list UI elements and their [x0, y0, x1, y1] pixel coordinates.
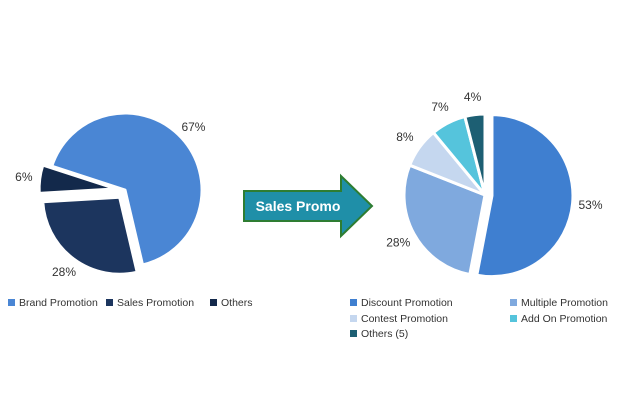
right-legend-swatch-others-5	[350, 330, 357, 337]
left-slice-brand-promotion	[50, 111, 204, 267]
right-slice-others-5	[463, 112, 487, 197]
right-label-others-5: 4%	[464, 90, 482, 104]
right-label-multiple-promotion: 28%	[386, 236, 410, 250]
left-legend-swatch-sales-promotion	[106, 299, 113, 306]
pie-chart-sales-promotion: 53% 28% 8% 7% 4%	[386, 90, 603, 279]
right-legend-label-others-5: Others (5)	[361, 328, 408, 340]
right-slice-multiple-promotion	[402, 163, 487, 277]
sales-promo-label: Sales Promo	[256, 198, 341, 214]
left-legend-swatch-others	[210, 299, 217, 306]
right-legend-label-discount-promotion: Discount Promotion	[361, 297, 453, 309]
right-label-contest-promotion: 8%	[396, 130, 414, 144]
arrow-shape	[243, 173, 374, 239]
right-legend-swatch-contest-promotion	[350, 315, 357, 322]
pie-chart-overall: 67% 28% 6%	[15, 111, 206, 279]
left-legend-swatch-brand-promotion	[8, 299, 15, 306]
sales-promo-arrow: Sales Promo	[243, 173, 374, 239]
right-label-add-on-promotion: 7%	[431, 100, 449, 114]
right-legend-label-add-on-promotion: Add On Promotion	[521, 313, 608, 325]
right-legend-swatch-add-on-promotion	[510, 315, 517, 322]
left-slice-others	[37, 163, 118, 195]
left-label-others: 6%	[15, 170, 33, 184]
right-legend-label-multiple-promotion: Multiple Promotion	[521, 297, 608, 309]
right-slice-discount-promotion	[475, 113, 575, 279]
legend-sales-promotion: Discount Promotion Multiple Promotion Cont…	[350, 297, 608, 340]
legend-overall: Brand Promotion Sales Promotion Others	[8, 297, 253, 309]
left-legend-label-others: Others	[221, 297, 253, 309]
right-label-discount-promotion: 53%	[579, 198, 603, 212]
right-legend-label-contest-promotion: Contest Promotion	[361, 313, 448, 325]
left-legend-label-sales-promotion: Sales Promotion	[117, 297, 194, 309]
right-legend-swatch-discount-promotion	[350, 299, 357, 306]
left-label-brand-promotion: 67%	[181, 120, 205, 134]
left-label-sales-promotion: 28%	[52, 265, 76, 279]
left-legend-label-brand-promotion: Brand Promotion	[19, 297, 98, 309]
left-slice-sales-promotion	[41, 195, 139, 276]
right-legend-swatch-multiple-promotion	[510, 299, 517, 306]
